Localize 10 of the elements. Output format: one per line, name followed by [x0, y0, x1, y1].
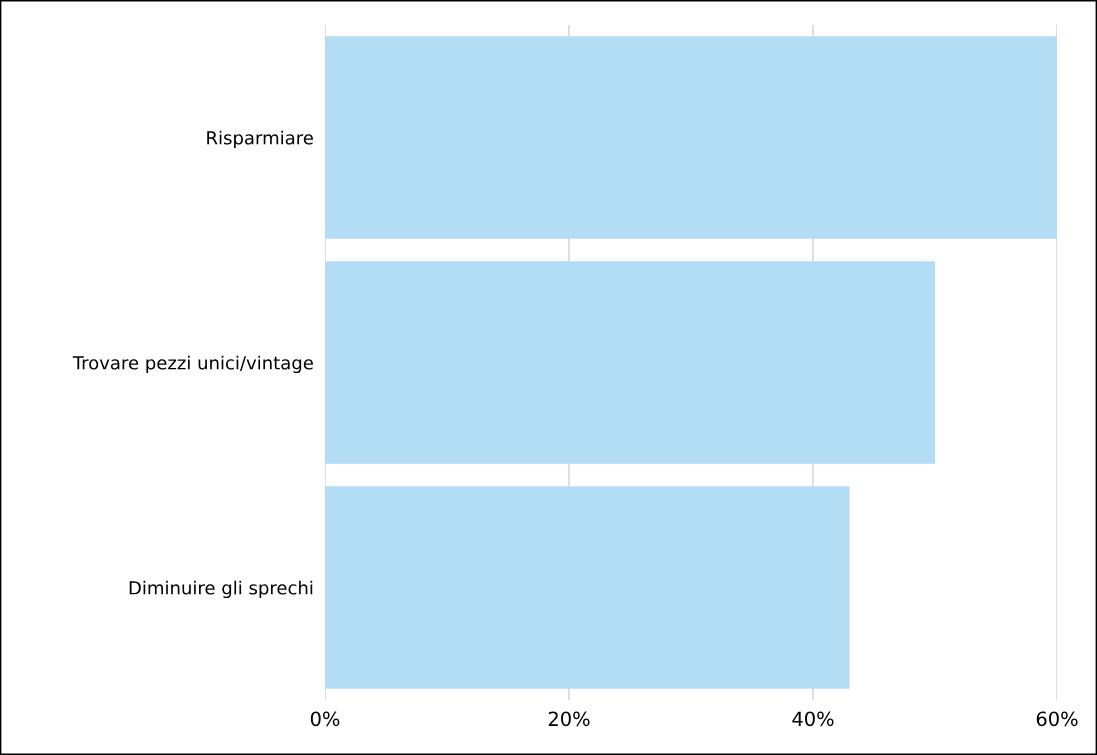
x-tick-label: 40%	[792, 711, 834, 727]
y-tick-label: Risparmiare	[207, 130, 313, 149]
x-tick-label: 0%	[310, 711, 340, 727]
bar	[325, 261, 935, 464]
y-tick-label: Diminuire gli sprechi	[129, 580, 313, 599]
y-tick-label: Trovare pezzi unici/vintage	[72, 355, 313, 374]
bar	[325, 36, 1057, 239]
bar	[325, 486, 850, 689]
x-tick-label: 20%	[548, 711, 590, 727]
x-tick-label: 60%	[1036, 711, 1078, 727]
